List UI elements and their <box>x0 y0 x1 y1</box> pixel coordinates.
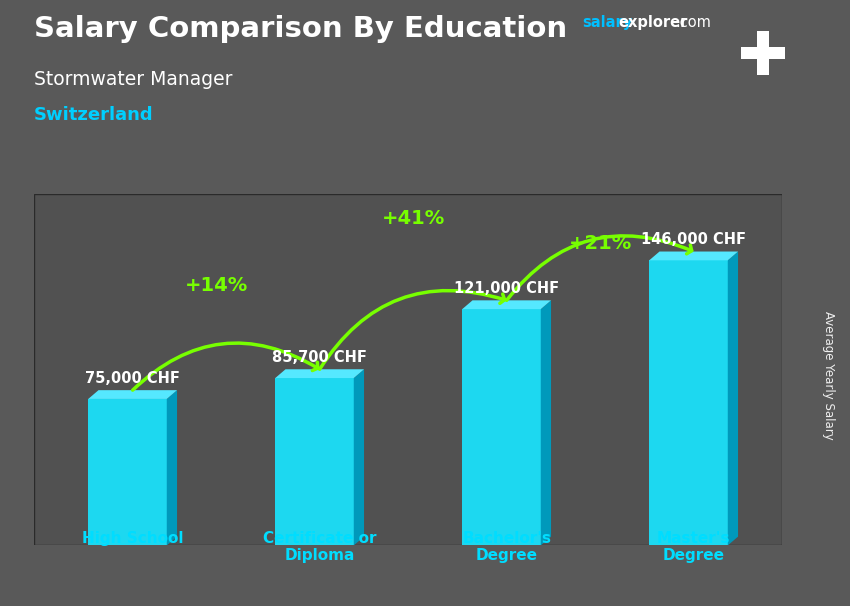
Polygon shape <box>728 251 738 545</box>
Polygon shape <box>462 301 551 309</box>
Text: explorer: explorer <box>619 15 688 30</box>
Polygon shape <box>88 390 177 399</box>
Text: 85,700 CHF: 85,700 CHF <box>272 350 367 365</box>
Text: High School: High School <box>82 531 184 546</box>
Polygon shape <box>167 390 177 545</box>
Polygon shape <box>649 251 738 261</box>
Polygon shape <box>741 47 785 59</box>
Polygon shape <box>462 309 541 545</box>
Polygon shape <box>275 369 364 378</box>
FancyBboxPatch shape <box>34 194 782 545</box>
Polygon shape <box>649 261 728 545</box>
Text: salary: salary <box>582 15 632 30</box>
Text: 121,000 CHF: 121,000 CHF <box>454 281 559 296</box>
Text: Switzerland: Switzerland <box>34 106 154 124</box>
Text: .com: .com <box>676 15 711 30</box>
Polygon shape <box>275 378 354 545</box>
Text: +14%: +14% <box>185 276 248 295</box>
Text: 75,000 CHF: 75,000 CHF <box>85 371 180 386</box>
Text: +41%: +41% <box>382 209 445 228</box>
Polygon shape <box>541 301 551 545</box>
Text: Certificate or
Diploma: Certificate or Diploma <box>263 531 377 563</box>
Polygon shape <box>88 399 167 545</box>
Text: +21%: +21% <box>569 234 632 253</box>
Text: 146,000 CHF: 146,000 CHF <box>641 232 746 247</box>
Text: Bachelor's
Degree: Bachelor's Degree <box>462 531 551 563</box>
Text: Master's
Degree: Master's Degree <box>657 531 730 563</box>
Text: Salary Comparison By Education: Salary Comparison By Education <box>34 15 567 43</box>
Polygon shape <box>354 369 364 545</box>
Polygon shape <box>757 31 768 75</box>
Text: Stormwater Manager: Stormwater Manager <box>34 70 233 88</box>
Text: Average Yearly Salary: Average Yearly Salary <box>822 311 836 440</box>
